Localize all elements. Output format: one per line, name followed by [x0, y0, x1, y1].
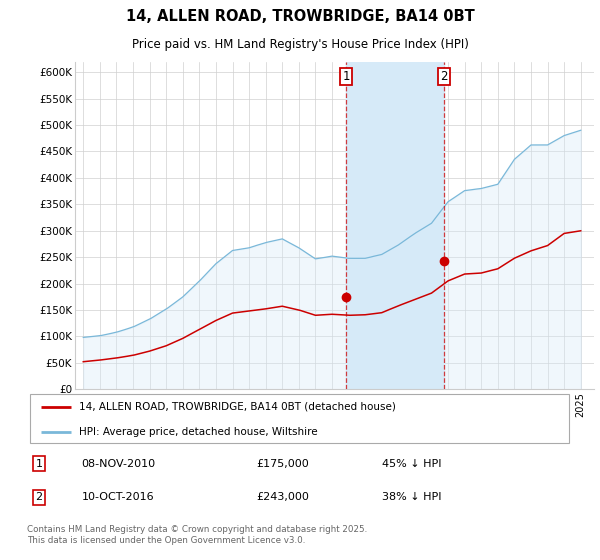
Text: HPI: Average price, detached house, Wiltshire: HPI: Average price, detached house, Wilt…	[79, 427, 317, 437]
Bar	[346, 62, 444, 389]
Text: 38% ↓ HPI: 38% ↓ HPI	[382, 492, 442, 502]
Text: 2: 2	[440, 70, 448, 83]
Text: 10-OCT-2016: 10-OCT-2016	[82, 492, 154, 502]
Text: £175,000: £175,000	[256, 459, 309, 469]
Text: 2: 2	[35, 492, 43, 502]
Text: 1: 1	[35, 459, 43, 469]
Text: Contains HM Land Registry data © Crown copyright and database right 2025.
This d: Contains HM Land Registry data © Crown c…	[27, 525, 367, 545]
Text: 45% ↓ HPI: 45% ↓ HPI	[382, 459, 442, 469]
Text: 14, ALLEN ROAD, TROWBRIDGE, BA14 0BT (detached house): 14, ALLEN ROAD, TROWBRIDGE, BA14 0BT (de…	[79, 402, 396, 412]
Text: £243,000: £243,000	[256, 492, 309, 502]
Text: 08-NOV-2010: 08-NOV-2010	[82, 459, 156, 469]
Text: 14, ALLEN ROAD, TROWBRIDGE, BA14 0BT: 14, ALLEN ROAD, TROWBRIDGE, BA14 0BT	[125, 9, 475, 24]
Text: 1: 1	[343, 70, 350, 83]
FancyBboxPatch shape	[30, 394, 569, 443]
Text: Price paid vs. HM Land Registry's House Price Index (HPI): Price paid vs. HM Land Registry's House …	[131, 38, 469, 51]
